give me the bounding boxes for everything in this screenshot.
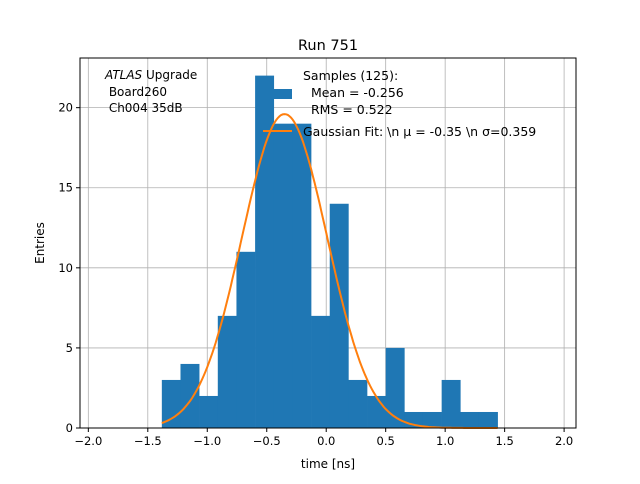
- annotation-line1: ATLAS Upgrade: [104, 68, 197, 82]
- x-tick-label: −1.0: [193, 434, 221, 448]
- x-tick-label: 0.0: [317, 434, 335, 448]
- histogram-bar: [385, 347, 405, 428]
- histogram-bar: [441, 379, 461, 428]
- x-tick-label: 1.5: [495, 434, 513, 448]
- annotation-line3: Ch004 35dB: [105, 101, 183, 115]
- histogram-bar: [348, 379, 368, 428]
- y-tick-label: 20: [58, 101, 73, 115]
- histogram-bar: [292, 123, 312, 429]
- x-tick-label: 2.0: [555, 434, 573, 448]
- y-tick-label: 5: [66, 341, 73, 355]
- histogram-bar: [236, 251, 256, 428]
- histogram-bar: [311, 315, 331, 428]
- histogram-bar: [460, 411, 480, 428]
- x-tick-label: −2.0: [74, 434, 102, 448]
- histogram-bar: [217, 315, 237, 428]
- histogram-bar: [273, 123, 293, 429]
- legend-bar-swatch: [263, 89, 292, 99]
- histogram-bar: [422, 411, 442, 428]
- annotation-line2: Board260: [105, 85, 167, 99]
- chart-title: Run 751: [298, 38, 358, 54]
- x-tick-label: 1.0: [436, 434, 454, 448]
- histogram-bar: [199, 395, 219, 428]
- x-tick-label: −0.5: [253, 434, 281, 448]
- legend: Samples (125): Mean = -0.256 RMS = 0.522…: [263, 68, 536, 139]
- histogram-bar: [478, 411, 498, 428]
- legend-rms: RMS = 0.522: [303, 102, 393, 117]
- y-tick-label: 15: [58, 181, 73, 195]
- atlas-label: ATLAS: [104, 68, 143, 82]
- y-tick-label: 0: [66, 421, 73, 435]
- legend-mean: Mean = -0.256: [303, 85, 404, 100]
- x-axis-label: time [ns]: [301, 457, 355, 471]
- y-axis-label: Entries: [33, 222, 47, 264]
- histogram-bar: [329, 203, 349, 428]
- upgrade-label: Upgrade: [142, 68, 197, 82]
- legend-samples: Samples (125):: [303, 68, 398, 83]
- histogram-bar: [180, 363, 200, 428]
- legend-fit: Gaussian Fit: \n μ = -0.35 \n σ=0.359: [303, 124, 536, 139]
- histogram-bar: [161, 379, 181, 428]
- x-tick-label: 0.5: [377, 434, 395, 448]
- y-tick-label: 10: [58, 261, 73, 275]
- plot-frame: [79, 57, 577, 429]
- x-tick-label: −1.5: [134, 434, 162, 448]
- histogram-bar: [367, 395, 386, 428]
